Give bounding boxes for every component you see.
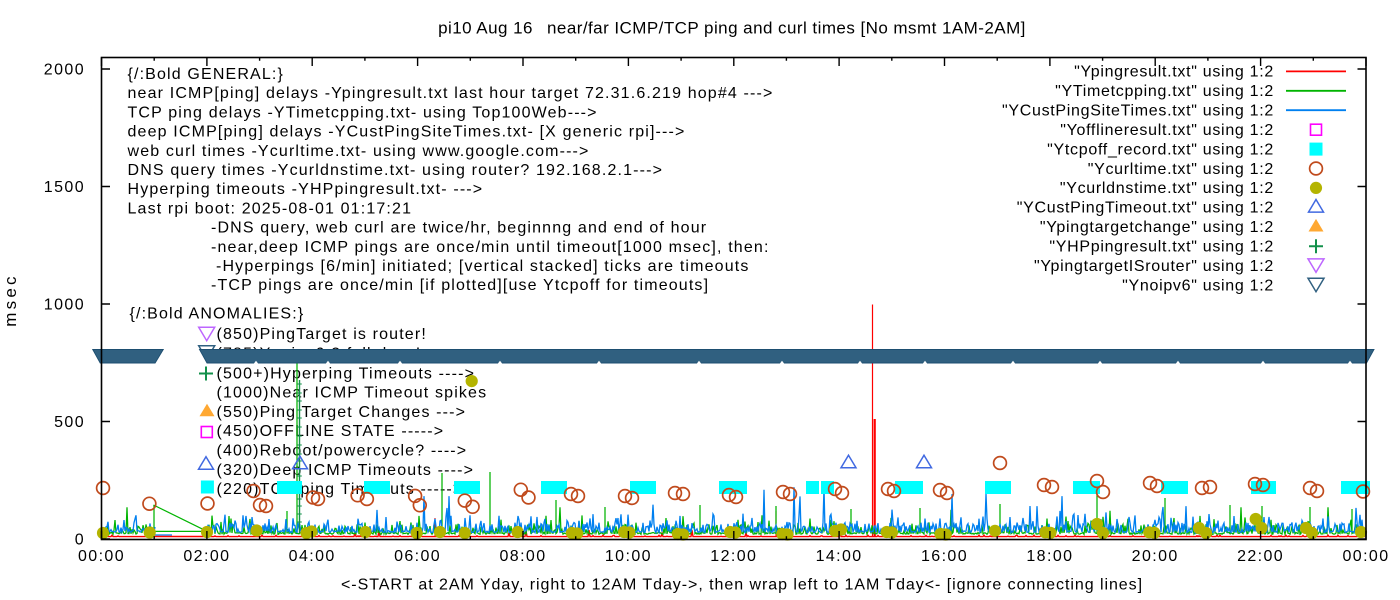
svg-text:TCP ping delays -YTimetcpping.: TCP ping delays -YTimetcpping.txt- using…	[128, 104, 598, 121]
svg-text:Hyperping timeouts -YHPpingres: Hyperping timeouts -YHPpingresult.txt- -…	[128, 181, 484, 198]
svg-text:msec: msec	[1, 273, 20, 326]
svg-text:1000: 1000	[44, 296, 85, 313]
svg-text:"Ypingresult.txt" using 1:2: "Ypingresult.txt" using 1:2	[1074, 64, 1274, 81]
svg-text:"Ypingtargetchange" using 1:2: "Ypingtargetchange" using 1:2	[1040, 219, 1274, 236]
svg-text:pi10 Aug 16 near/far ICMP/TCP: pi10 Aug 16 near/far ICMP/TCP ping and c…	[438, 19, 1026, 38]
svg-text:web curl times -Ycurltime.txt-: web curl times -Ycurltime.txt- using www…	[127, 143, 590, 160]
svg-text:"YpingtargetISrouter" using 1:: "YpingtargetISrouter" using 1:2	[1034, 258, 1274, 275]
svg-text:22:00: 22:00	[1237, 548, 1284, 565]
svg-text:(450)OFFLINE STATE ----->: (450)OFFLINE STATE ----->	[217, 423, 445, 440]
svg-text:08:00: 08:00	[499, 548, 546, 565]
svg-text:(400)Reboot/powercycle? ---->: (400)Reboot/powercycle? ---->	[217, 443, 468, 460]
svg-text:04:00: 04:00	[289, 548, 336, 565]
svg-text:"YCustPingTimeout.txt" using 1: "YCustPingTimeout.txt" using 1:2	[1017, 200, 1274, 217]
svg-text:<-START at 2AM Yday, right to: <-START at 2AM Yday, right to 12AM Tday-…	[341, 577, 1143, 594]
svg-text:12:00: 12:00	[710, 548, 757, 565]
svg-text:02:00: 02:00	[183, 548, 230, 565]
svg-text:{/:Bold GENERAL:}: {/:Bold GENERAL:}	[128, 66, 285, 83]
svg-text:Last rpi boot: 2025-08-01 01:1: Last rpi boot: 2025-08-01 01:17:21	[128, 200, 413, 217]
svg-text:{/:Bold ANOMALIES:}: {/:Bold ANOMALIES:}	[130, 306, 305, 323]
svg-text:10:00: 10:00	[605, 548, 652, 565]
svg-text:0: 0	[75, 531, 85, 548]
svg-text:-DNS query, web curl are twice: -DNS query, web curl are twice/hr, begin…	[211, 220, 707, 237]
svg-text:(220)TCP ping Timeouts ----->: (220)TCP ping Timeouts ----->	[217, 481, 464, 498]
svg-text:06:00: 06:00	[394, 548, 441, 565]
svg-text:-Hyperpings [6/min] initiated;: -Hyperpings [6/min] initiated; [vertical…	[216, 258, 750, 275]
svg-text:deep ICMP[ping] delays -YCustP: deep ICMP[ping] delays -YCustPingSiteTim…	[128, 124, 686, 141]
svg-text:500: 500	[54, 414, 85, 431]
svg-text:20:00: 20:00	[1132, 548, 1179, 565]
svg-text:"YCustPingSiteTimes.txt" using: "YCustPingSiteTimes.txt" using 1:2	[1002, 103, 1274, 120]
svg-text:(500+)Hyperping Timeouts ---->: (500+)Hyperping Timeouts ---->	[217, 365, 476, 382]
svg-text:-near,deep ICMP pings are once: -near,deep ICMP pings are once/min until…	[211, 239, 770, 256]
svg-text:DNS query times -Ycurldnstime.: DNS query times -Ycurldnstime.txt- using…	[128, 162, 664, 179]
svg-text:16:00: 16:00	[921, 548, 968, 565]
svg-text:2000: 2000	[44, 61, 85, 78]
svg-text:(320)Deep ICMP Timeouts ---->: (320)Deep ICMP Timeouts ---->	[217, 462, 475, 479]
svg-text:"Yofflineresult.txt" using 1:2: "Yofflineresult.txt" using 1:2	[1060, 122, 1274, 139]
svg-text:"Ycurldnstime.txt" using 1:2: "Ycurldnstime.txt" using 1:2	[1060, 180, 1274, 197]
svg-text:"YTimetcpping.txt" using 1:2: "YTimetcpping.txt" using 1:2	[1055, 83, 1274, 100]
svg-text:"Ynoipv6" using 1:2: "Ynoipv6" using 1:2	[1122, 277, 1274, 294]
svg-text:"Ytcpoff_record.txt" using 1:2: "Ytcpoff_record.txt" using 1:2	[1047, 141, 1274, 158]
svg-text:"Ycurltime.txt" using 1:2: "Ycurltime.txt" using 1:2	[1088, 161, 1274, 178]
svg-text:(850)PingTarget is router!: (850)PingTarget is router!	[217, 326, 427, 343]
svg-text:"YHPpingresult.txt" using 1:2: "YHPpingresult.txt" using 1:2	[1049, 239, 1274, 256]
svg-text:(550)Ping Target Changes --->: (550)Ping Target Changes --->	[217, 404, 467, 421]
svg-text:14:00: 14:00	[816, 548, 863, 565]
svg-text:(1000)Near ICMP Timeout spikes: (1000)Near ICMP Timeout spikes	[217, 385, 488, 402]
svg-text:1500: 1500	[44, 179, 85, 196]
svg-text:18:00: 18:00	[1026, 548, 1073, 565]
svg-text:near ICMP[ping] delays -Ypingr: near ICMP[ping] delays -Ypingresult.txt …	[128, 85, 774, 102]
svg-text:00:00: 00:00	[78, 548, 125, 565]
svg-text:00:00: 00:00	[1342, 548, 1389, 565]
svg-text:-TCP pings are once/min [if pl: -TCP pings are once/min [if plotted][use…	[211, 277, 709, 294]
